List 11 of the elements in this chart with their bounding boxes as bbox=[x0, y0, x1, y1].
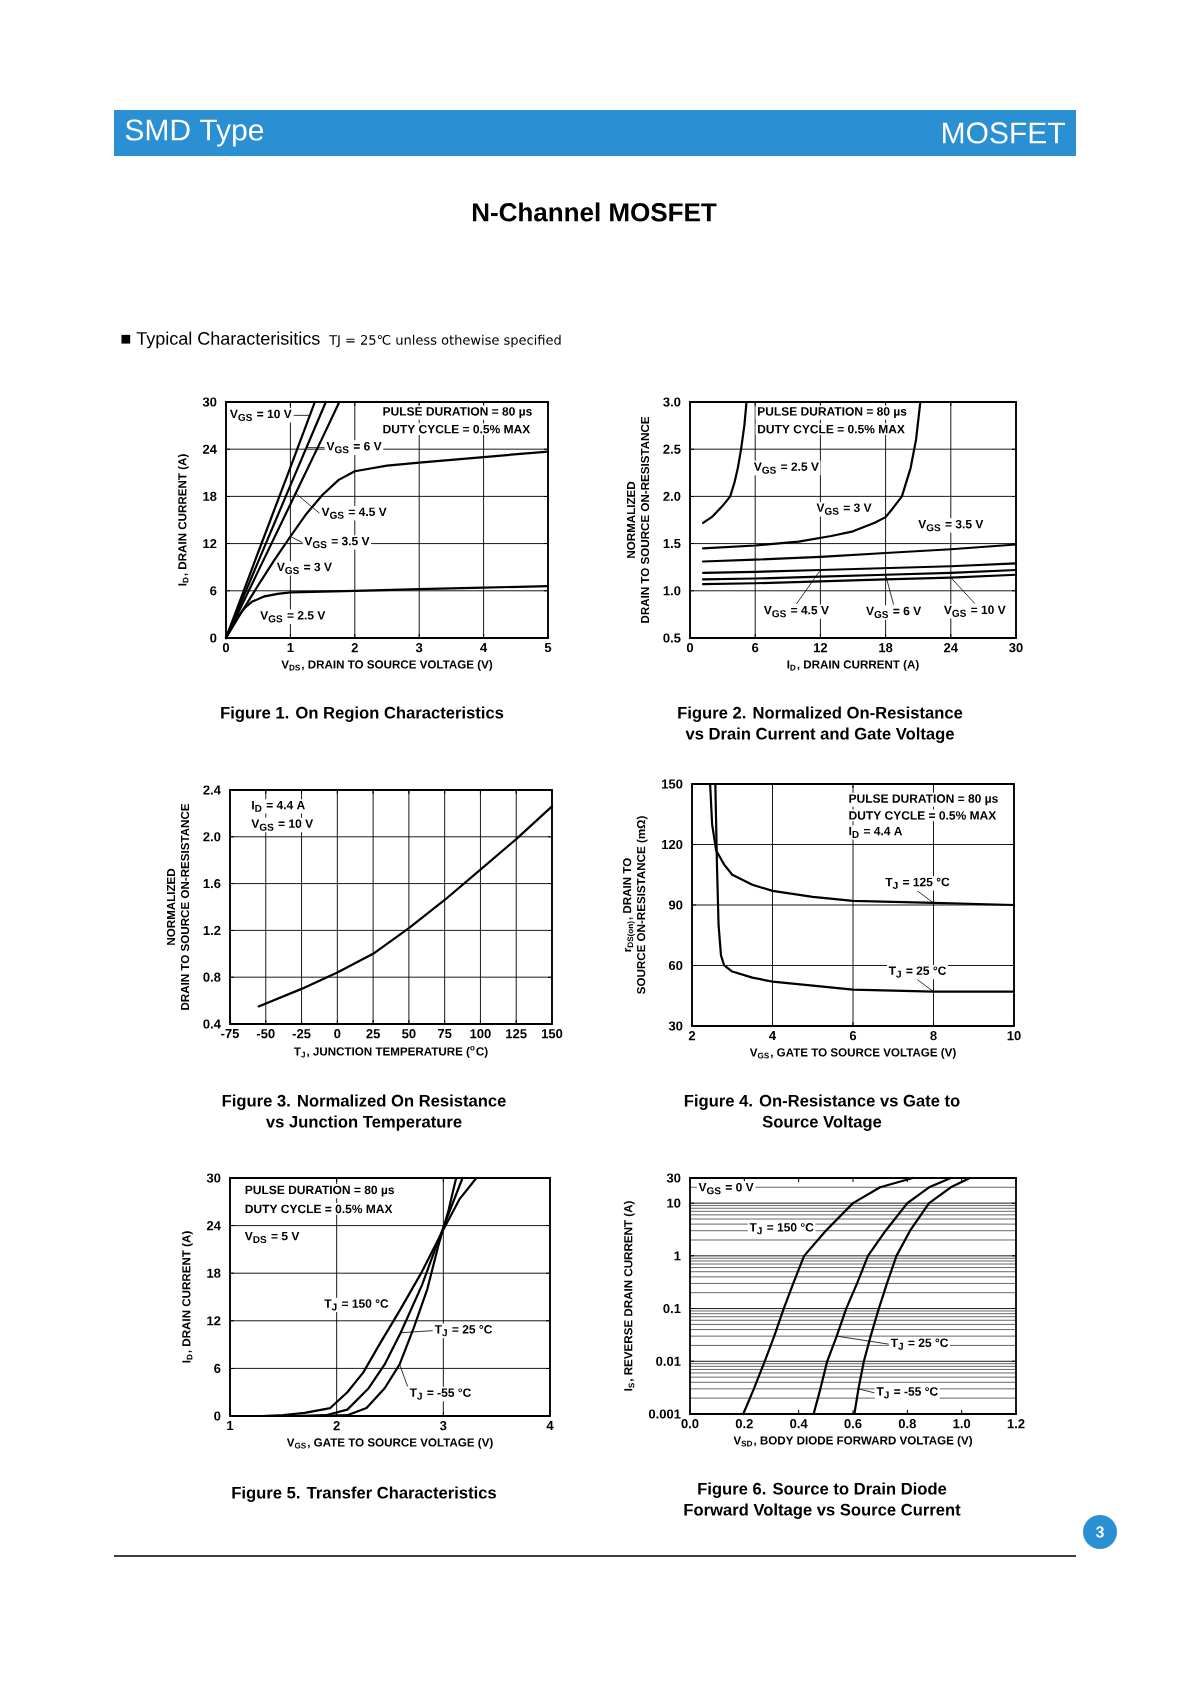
text: MOSFET bbox=[943, 122, 1065, 144]
text: Figure 1. On Region Characteristics bbox=[221, 706, 504, 722]
text: Figure 3. Normalized On Resistance vs Junction Temperature bbox=[222, 1094, 506, 1131]
text: Figure 5. Transfer Characteristics bbox=[232, 1486, 496, 1502]
text: Figure 6. Source to Drain Diode Forward Voltage vs Source Current bbox=[684, 1482, 961, 1519]
text: SMD Type bbox=[125, 119, 264, 147]
text: Figure 4. On-Resistance vs Gate to Source Voltage bbox=[684, 1094, 960, 1131]
text: Figure 2. Normalized On-Resistance vs Drain Current and Gate Voltage bbox=[678, 706, 963, 743]
text: ■ Typical Characterisitics bbox=[121, 331, 320, 349]
text: N-Channel MOSFET bbox=[472, 202, 717, 222]
text: 3 bbox=[1095, 1526, 1104, 1538]
